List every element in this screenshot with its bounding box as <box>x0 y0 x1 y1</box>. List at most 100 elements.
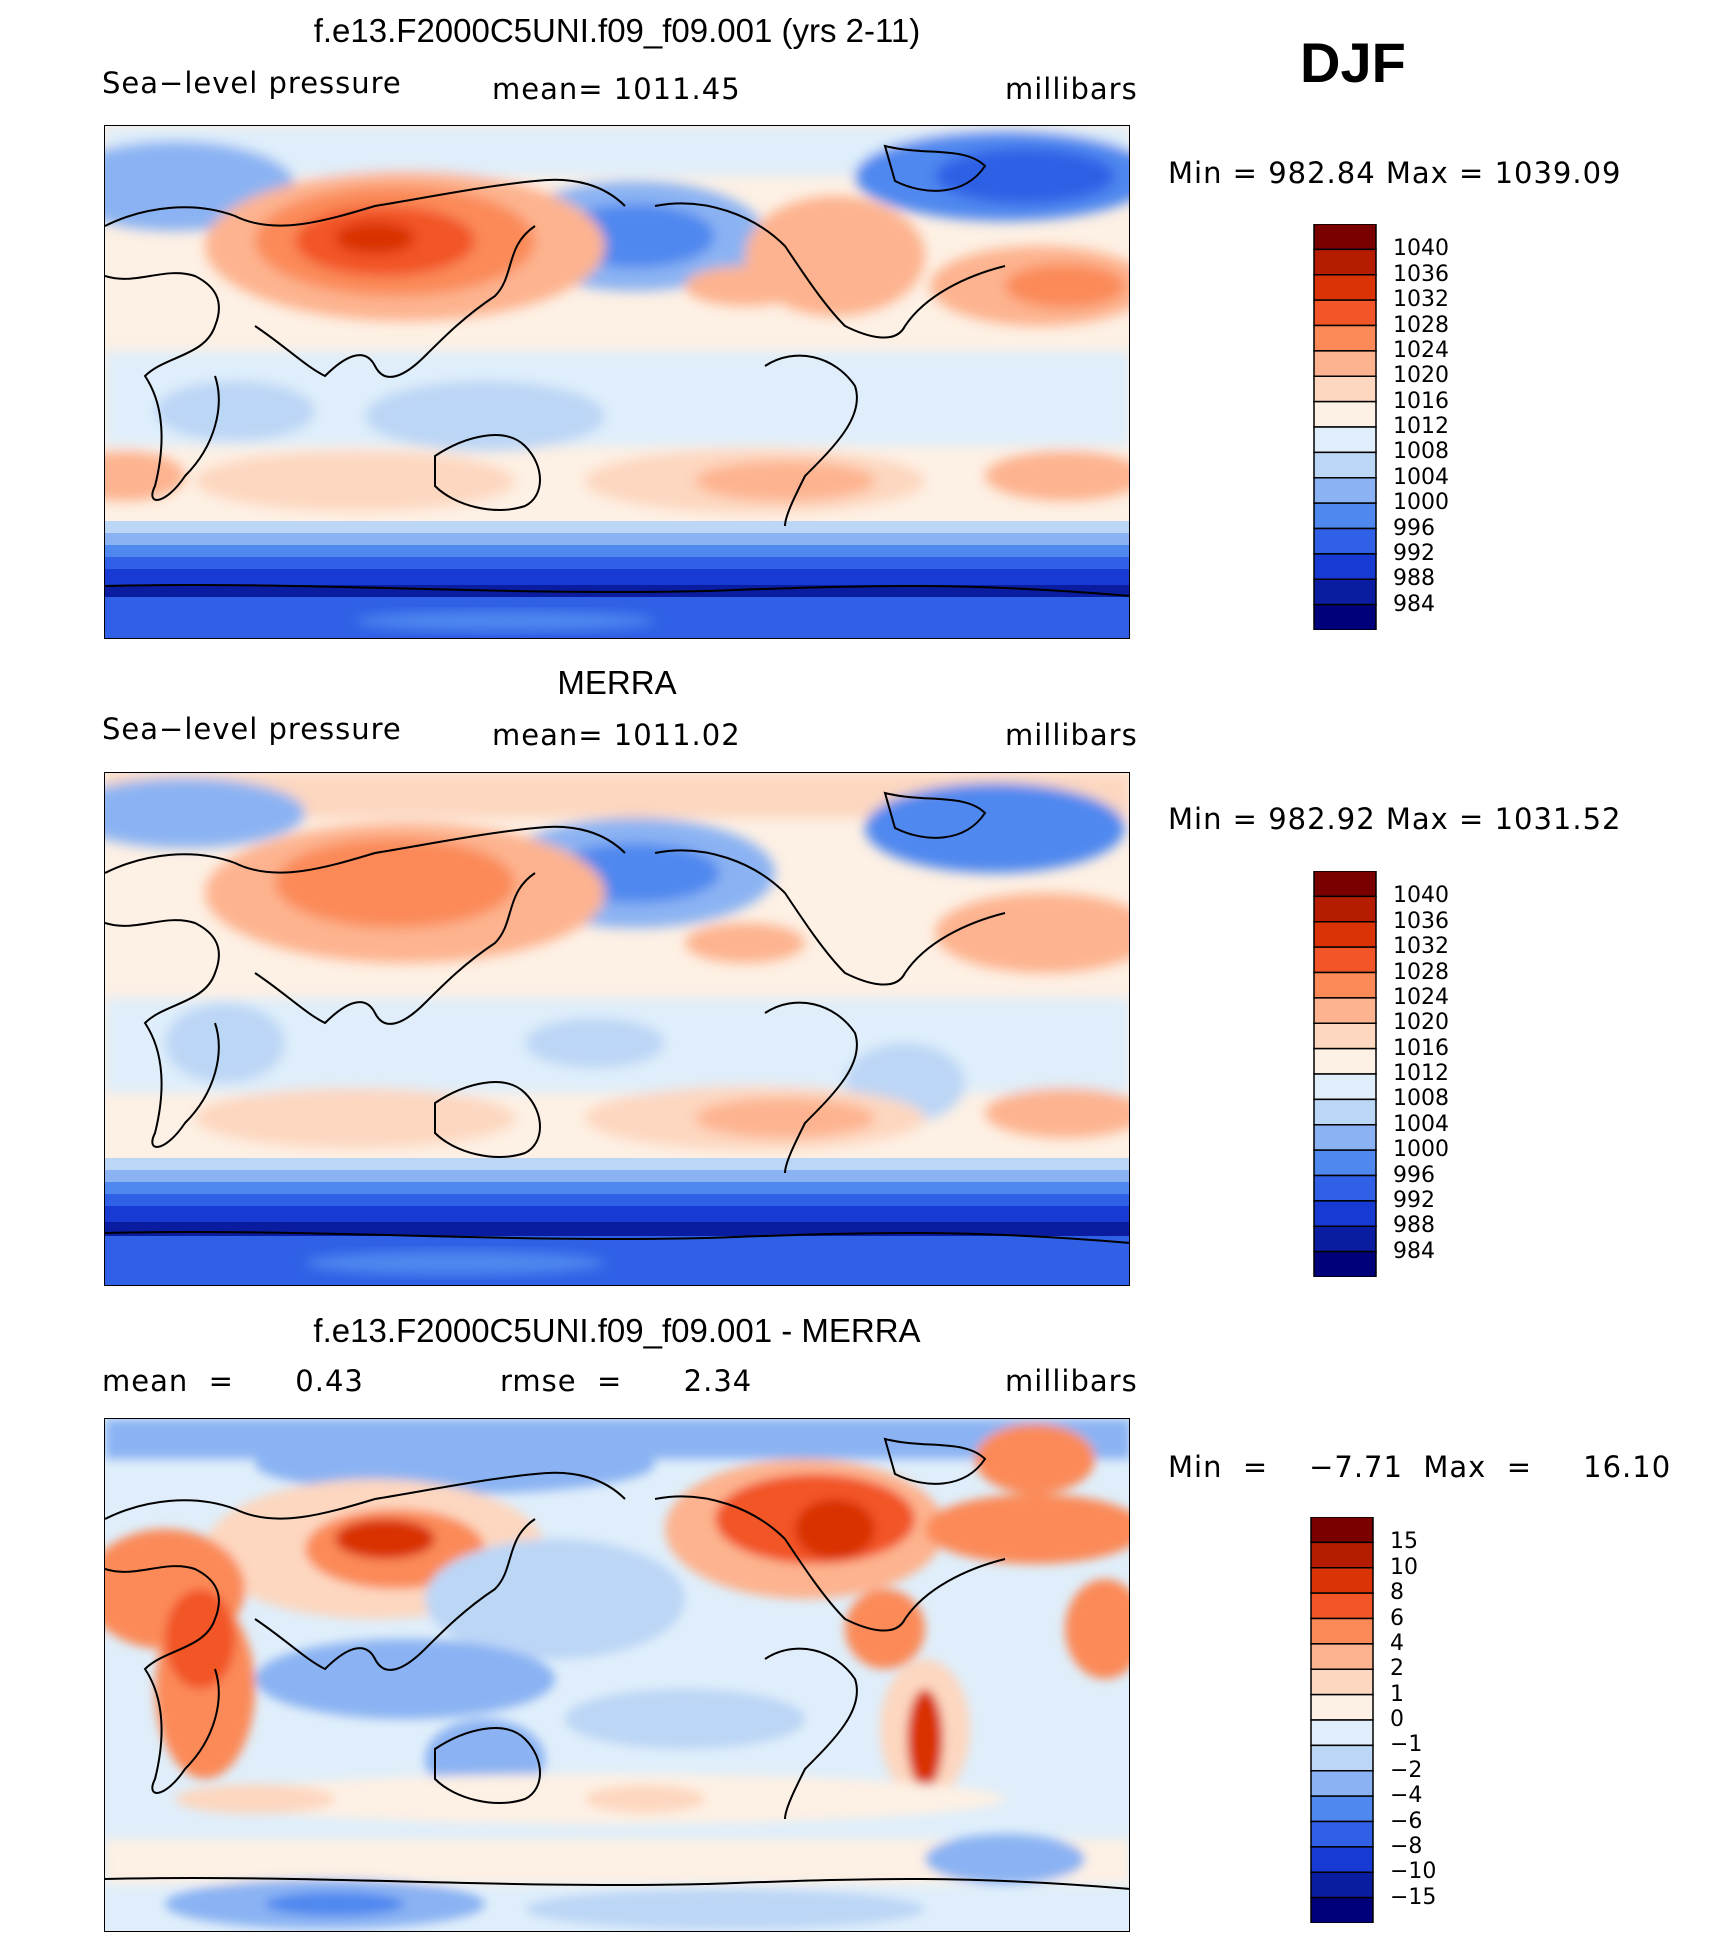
colorbar-tick-label: 1008 <box>1393 1086 1449 1112</box>
colorbar-tick-label: −8 <box>1390 1833 1423 1859</box>
colorbar-tick-label: 1028 <box>1393 312 1449 338</box>
colorbar-tick-label: 996 <box>1393 515 1435 541</box>
colorbar-swatch <box>1310 1592 1374 1620</box>
colorbar-swatch <box>1313 971 1377 999</box>
colorbar-tick-label: 1032 <box>1393 934 1449 960</box>
panel3-map-svg <box>105 1419 1129 1931</box>
colorbar-swatch <box>1313 1047 1377 1075</box>
colorbar-tick-label: 0 <box>1390 1707 1404 1732</box>
colorbar-tick-label: 1012 <box>1393 414 1449 439</box>
colorbar-tick-label: −2 <box>1390 1757 1423 1783</box>
colorbar-tick-label: 984 <box>1393 591 1435 617</box>
colorbar-tick-label: −15 <box>1390 1884 1437 1910</box>
colorbar-tick-label: 10 <box>1390 1554 1418 1580</box>
colorbar-swatch <box>1313 400 1377 428</box>
colorbar-swatch <box>1313 477 1377 504</box>
panel2-colorbar-svg <box>1313 870 1377 1278</box>
colorbar-swatch <box>1310 1643 1374 1670</box>
colorbar-tick-label: 1040 <box>1393 883 1449 909</box>
panel2-map <box>104 772 1130 1286</box>
colorbar-swatch <box>1310 1516 1374 1544</box>
colorbar-swatch <box>1313 1073 1377 1101</box>
panel2-colorbar <box>1313 870 1377 1278</box>
colorbar-swatch <box>1310 1846 1374 1873</box>
colorbar-swatch <box>1310 1541 1374 1569</box>
colorbar-swatch <box>1310 1871 1374 1899</box>
colorbar-tick-label: 6 <box>1390 1605 1404 1631</box>
panel3-colorbar-svg <box>1310 1516 1374 1924</box>
colorbar-tick-label: 1000 <box>1393 1137 1449 1163</box>
panel3-rmse-label: rmse = 2.34 <box>500 1364 753 1398</box>
season-label: DJF <box>1300 31 1406 94</box>
colorbar-swatch <box>1313 1124 1377 1151</box>
panel1-units-label: millibars <box>1005 72 1138 106</box>
colorbar-tick-label: 1020 <box>1393 1010 1449 1036</box>
panel1-map <box>104 125 1130 639</box>
colorbar-tick-label: 8 <box>1390 1580 1404 1606</box>
panel3-mean-label: mean = 0.43 <box>102 1364 364 1398</box>
colorbar-swatch <box>1310 1896 1374 1924</box>
colorbar-swatch <box>1313 350 1377 377</box>
colorbar-tick-label: 984 <box>1393 1238 1435 1264</box>
panel2-title: MERRA <box>557 664 677 701</box>
colorbar-tick-label: 1040 <box>1393 236 1449 262</box>
colorbar-swatch <box>1313 502 1377 530</box>
colorbar-tick-label: 1032 <box>1393 287 1449 313</box>
colorbar-tick-label: 15 <box>1390 1529 1418 1555</box>
colorbar-tick-label: −1 <box>1390 1732 1423 1758</box>
colorbar-swatch <box>1313 1098 1377 1126</box>
colorbar-swatch <box>1310 1668 1374 1696</box>
colorbar-swatch <box>1310 1693 1374 1721</box>
colorbar-swatch <box>1313 1022 1377 1050</box>
colorbar-swatch <box>1313 248 1377 276</box>
colorbar-tick-label: −4 <box>1390 1783 1423 1809</box>
panel1-mean-label: mean= 1011.45 <box>492 72 741 106</box>
colorbar-swatch <box>1313 1250 1377 1278</box>
colorbar-tick-label: 4 <box>1390 1630 1404 1656</box>
colorbar-swatch <box>1313 375 1377 403</box>
panel1-colorbar-ticks: 1040 1036 1032 1028 1024 1020 1016 1012 1008 1004… <box>1393 224 1493 630</box>
colorbar-swatch <box>1313 603 1377 631</box>
panel1-minmax: Min = 982.84 Max = 1039.09 <box>1168 156 1622 190</box>
colorbar-swatch <box>1310 1795 1374 1823</box>
panel3-title: f.e13.F2000C5UNI.f09_f09.001 - MERRA <box>313 1312 921 1349</box>
colorbar-swatch <box>1313 578 1377 606</box>
panel2-map-svg <box>105 773 1129 1285</box>
panel2-minmax: Min = 982.92 Max = 1031.52 <box>1168 802 1622 836</box>
colorbar-swatch <box>1310 1617 1374 1645</box>
colorbar-swatch <box>1313 324 1377 352</box>
panel3-units-label: millibars <box>1005 1364 1138 1398</box>
colorbar-tick-label: 992 <box>1393 1187 1435 1213</box>
colorbar-swatch <box>1313 527 1377 555</box>
colorbar-tick-label: 988 <box>1393 1213 1435 1239</box>
panel1-variable-label: Sea−level pressure <box>102 66 402 100</box>
panel2-variable-label: Sea−level pressure <box>102 712 402 746</box>
colorbar-swatch <box>1313 223 1377 251</box>
colorbar-swatch <box>1310 1719 1374 1747</box>
colorbar-swatch <box>1310 1567 1374 1594</box>
panel2-mean-label: mean= 1011.02 <box>492 718 741 752</box>
colorbar-tick-label: 1036 <box>1393 261 1449 287</box>
colorbar-swatch <box>1313 1225 1377 1253</box>
colorbar-swatch <box>1313 451 1377 479</box>
colorbar-tick-label: −6 <box>1390 1808 1423 1834</box>
colorbar-tick-label: 1000 <box>1393 490 1449 516</box>
colorbar-tick-label: 2 <box>1390 1656 1404 1682</box>
colorbar-swatch <box>1313 1174 1377 1202</box>
panel1-colorbar <box>1313 223 1377 631</box>
colorbar-swatch <box>1310 1770 1374 1797</box>
colorbar-swatch <box>1313 921 1377 948</box>
colorbar-tick-label: 1036 <box>1393 908 1449 934</box>
panel2-colorbar-ticks: 1040 1036 1032 1028 1024 1020 1016 1012 1008 1004… <box>1393 871 1493 1277</box>
panel1-title: f.e13.F2000C5UNI.f09_f09.001 (yrs 2-11) <box>313 12 921 49</box>
colorbar-tick-label: 1016 <box>1393 388 1449 414</box>
colorbar-swatch <box>1313 553 1377 580</box>
colorbar-tick-label: 1016 <box>1393 1035 1449 1061</box>
colorbar-swatch <box>1313 1149 1377 1177</box>
panel2-units-label: millibars <box>1005 718 1138 752</box>
colorbar-tick-label: 988 <box>1393 566 1435 592</box>
colorbar-swatch <box>1313 299 1377 327</box>
panel1-map-svg <box>105 126 1129 638</box>
colorbar-tick-label: −10 <box>1390 1859 1437 1885</box>
panel3-map <box>104 1418 1130 1932</box>
